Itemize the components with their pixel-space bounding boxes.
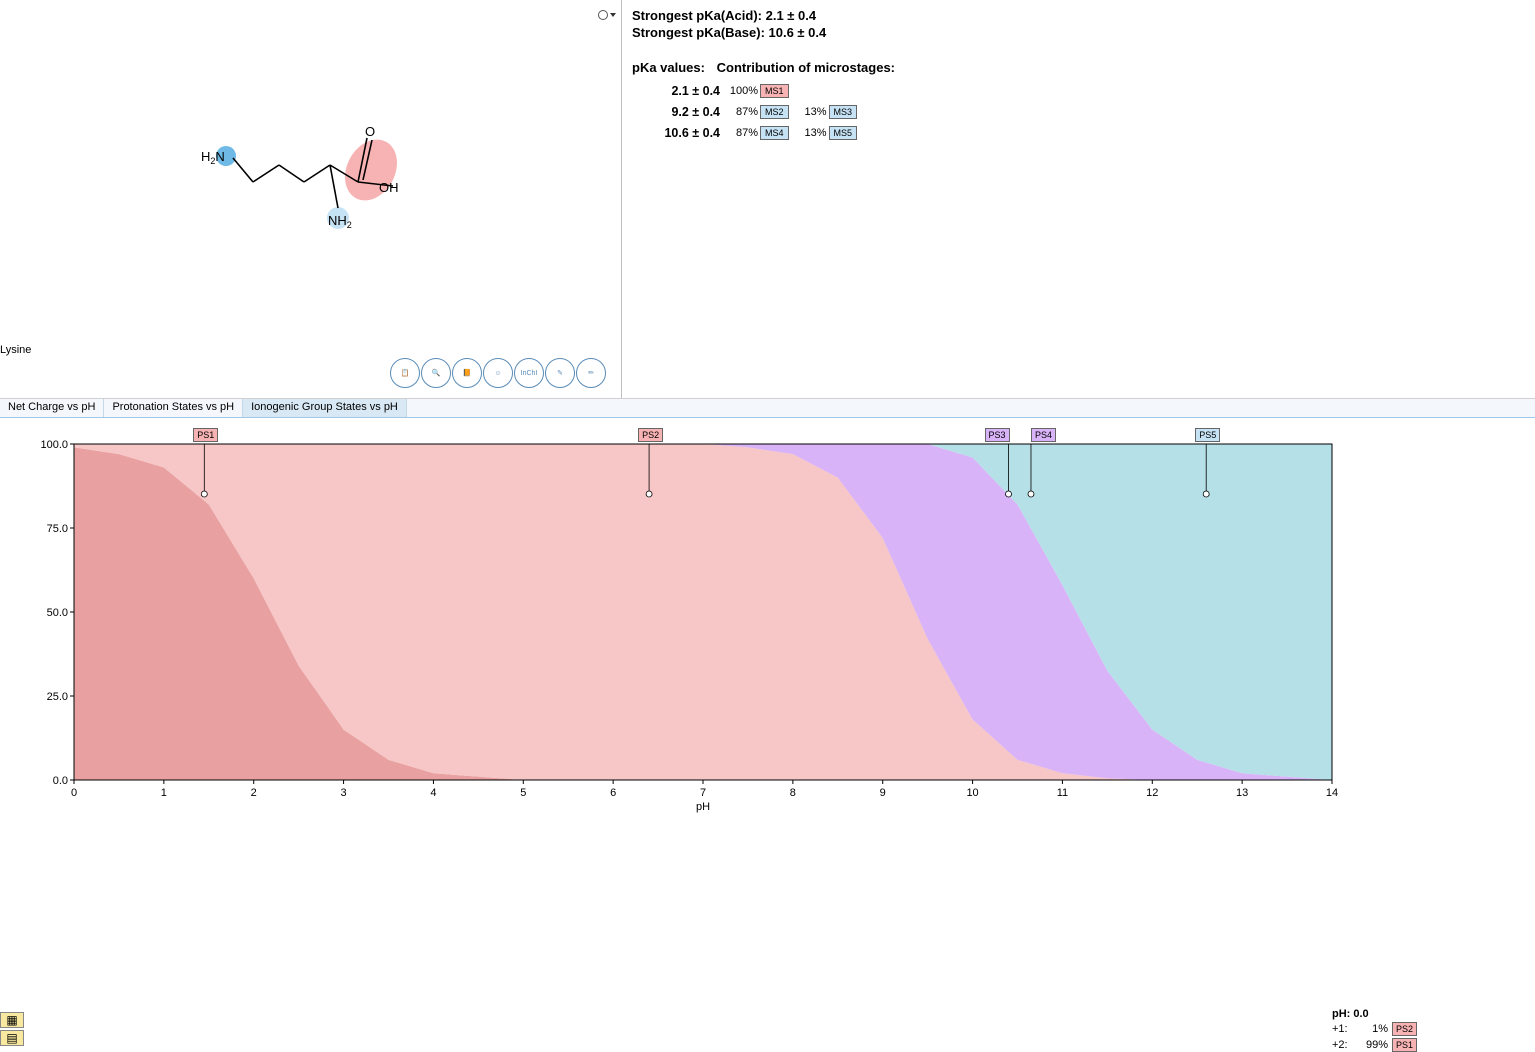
- pka-value: 2.1 ± 0.4: [632, 84, 720, 98]
- pka-table: 2.1 ± 0.4100%MS19.2 ± 0.487%MS213%MS310.…: [632, 81, 1525, 143]
- table-view-icon[interactable]: ▤: [0, 1030, 24, 1046]
- microstage-pct: 87%: [722, 106, 758, 118]
- microstage-tag[interactable]: MS3: [829, 105, 858, 119]
- edit-structure-icon[interactable]: ✎: [545, 358, 575, 388]
- chart-marker-ps1[interactable]: PS1: [193, 428, 218, 442]
- pka-row: 2.1 ± 0.4100%MS1: [632, 81, 1525, 101]
- molecule-structure: H2N NH2 OH O: [195, 110, 415, 240]
- view-dropdown[interactable]: [597, 8, 617, 22]
- tab-protonation-states-vs-ph[interactable]: Protonation States vs pH: [104, 399, 243, 417]
- svg-text:9: 9: [880, 787, 886, 799]
- svg-text:0.0: 0.0: [53, 775, 68, 787]
- svg-text:12: 12: [1146, 787, 1158, 799]
- chart-marker-ps2[interactable]: PS2: [638, 428, 663, 442]
- chart-marker-ps3[interactable]: PS3: [985, 428, 1010, 442]
- data-pane: Strongest pKa(Acid): 2.1 ± 0.4 Strongest…: [622, 0, 1535, 398]
- tabs-row: Net Charge vs pHProtonation States vs pH…: [0, 398, 1535, 418]
- svg-text:75.0: 75.0: [47, 523, 68, 535]
- chart-area: ▦▤ 0.025.050.075.0100.001234567891011121…: [0, 418, 1535, 864]
- legend-row: +2:99% PS1: [1332, 1038, 1417, 1052]
- svg-text:14: 14: [1326, 787, 1338, 799]
- legend-tag[interactable]: PS2: [1392, 1022, 1417, 1036]
- microstage-pct: 13%: [791, 106, 827, 118]
- svg-text:13: 13: [1236, 787, 1248, 799]
- microstages-header: Contribution of microstages:: [717, 60, 895, 75]
- svg-text:7: 7: [700, 787, 706, 799]
- molecule-name: Lysine: [0, 344, 31, 356]
- svg-text:5: 5: [520, 787, 526, 799]
- legend-pct: 99%: [1356, 1039, 1388, 1051]
- svg-text:3: 3: [341, 787, 347, 799]
- search-structure-icon[interactable]: 🔍: [421, 358, 451, 388]
- microstage-tag[interactable]: MS2: [760, 105, 789, 119]
- svg-text:0: 0: [71, 787, 77, 799]
- svg-text:10: 10: [966, 787, 978, 799]
- tab-ionogenic-group-states-vs-ph[interactable]: Ionogenic Group States vs pH: [243, 399, 407, 417]
- chart-view-icon[interactable]: ▦: [0, 1012, 24, 1028]
- svg-text:25.0: 25.0: [47, 691, 68, 703]
- clipboard-icon[interactable]: 📋: [390, 358, 420, 388]
- pka-value: 10.6 ± 0.4: [632, 126, 720, 140]
- svg-text:H2N: H2N: [201, 149, 225, 166]
- strongest-acid-line: Strongest pKa(Acid): 2.1 ± 0.4: [632, 8, 1525, 25]
- circle-icon: [598, 10, 608, 20]
- svg-text:8: 8: [790, 787, 796, 799]
- pka-values-header: pKa values:: [632, 60, 705, 75]
- legend-tag[interactable]: PS1: [1392, 1038, 1417, 1052]
- chart-side-tools: ▦▤: [0, 1012, 26, 1048]
- structure-toolbar: 📋🔍📙☺InChI✎✏: [390, 358, 606, 388]
- chart-marker-ps5[interactable]: PS5: [1195, 428, 1220, 442]
- microstage-pct: 87%: [722, 127, 758, 139]
- svg-text:11: 11: [1057, 787, 1068, 799]
- pka-value: 9.2 ± 0.4: [632, 105, 720, 119]
- legend-label: +1:: [1332, 1023, 1356, 1035]
- inchi-icon[interactable]: InChI: [514, 358, 544, 388]
- microstage-tag[interactable]: MS1: [760, 84, 789, 98]
- pencil-icon[interactable]: ✏: [576, 358, 606, 388]
- top-pane: H2N NH2 OH O Lysine 📋🔍📙☺InChI✎✏ Stronges…: [0, 0, 1535, 398]
- microstage-tag[interactable]: MS5: [829, 126, 858, 140]
- database-icon[interactable]: 📙: [452, 358, 482, 388]
- structure-pane: H2N NH2 OH O Lysine 📋🔍📙☺InChI✎✏: [0, 0, 622, 398]
- pka-row: 9.2 ± 0.487%MS213%MS3: [632, 102, 1525, 122]
- svg-text:4: 4: [430, 787, 436, 799]
- microstage-pct: 13%: [791, 127, 827, 139]
- strongest-base-line: Strongest pKa(Base): 10.6 ± 0.4: [632, 25, 1525, 42]
- svg-text:100.0: 100.0: [40, 439, 68, 451]
- legend-label: +2:: [1332, 1039, 1356, 1051]
- smiles-icon[interactable]: ☺: [483, 358, 513, 388]
- svg-text:1: 1: [161, 787, 167, 799]
- protonation-chart: 0.025.050.075.0100.001234567891011121314…: [38, 426, 1338, 826]
- legend-title: pH: 0.0: [1332, 1008, 1417, 1020]
- svg-text:OH: OH: [379, 180, 399, 195]
- chart-legend: pH: 0.0 +1:1% PS2 +2:99% PS1: [1332, 1008, 1417, 1052]
- microstage-tag[interactable]: MS4: [760, 126, 789, 140]
- svg-text:O: O: [365, 124, 375, 139]
- svg-text:50.0: 50.0: [47, 607, 68, 619]
- chart-marker-ps4[interactable]: PS4: [1031, 428, 1056, 442]
- legend-pct: 1%: [1356, 1023, 1388, 1035]
- svg-text:pH: pH: [696, 801, 710, 813]
- pka-row: 10.6 ± 0.487%MS413%MS5: [632, 123, 1525, 143]
- microstage-pct: 100%: [722, 85, 758, 97]
- tab-net-charge-vs-ph[interactable]: Net Charge vs pH: [0, 399, 104, 417]
- svg-text:2: 2: [251, 787, 257, 799]
- svg-text:6: 6: [610, 787, 616, 799]
- legend-row: +1:1% PS2: [1332, 1022, 1417, 1036]
- chevron-down-icon: [610, 13, 616, 17]
